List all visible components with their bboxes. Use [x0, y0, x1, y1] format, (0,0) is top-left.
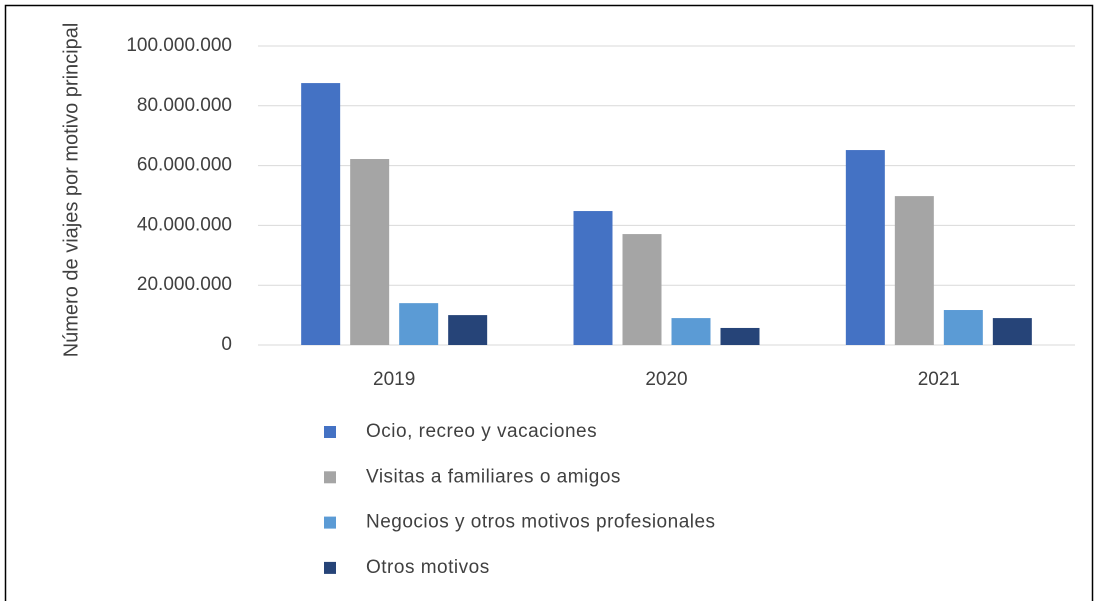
y-axis-label: Número de viajes por motivo principal — [60, 23, 82, 358]
bar — [992, 318, 1032, 345]
bar — [573, 211, 613, 345]
bar — [399, 303, 439, 345]
bar — [943, 310, 983, 345]
y-tick-label: 80.000.000 — [137, 95, 232, 116]
x-tick-label: 2019 — [373, 369, 415, 390]
y-tick-label: 100.000.000 — [126, 35, 232, 56]
legend-swatch — [324, 426, 336, 438]
y-tick-label: 40.000.000 — [137, 214, 232, 235]
y-tick-label: 0 — [221, 334, 232, 355]
bar — [671, 318, 711, 345]
bar — [845, 150, 885, 345]
x-tick-label: 2020 — [645, 369, 687, 390]
x-tick-label: 2021 — [918, 369, 960, 390]
bar — [894, 196, 934, 345]
legend-label: Otros motivos — [366, 557, 490, 578]
frame — [4, 4, 1094, 601]
bar — [622, 234, 662, 345]
legend-swatch — [324, 516, 336, 529]
legend-swatch — [324, 471, 336, 484]
bar — [350, 159, 390, 345]
legend-label: Visitas a familiares o amigos — [366, 466, 621, 487]
bar — [301, 83, 341, 346]
bar — [448, 315, 488, 345]
legend-swatch — [324, 561, 336, 574]
y-tick-label: 20.000.000 — [137, 274, 232, 295]
y-tick-label: 60.000.000 — [137, 155, 232, 176]
legend-label: Negocios y otros motivos profesionales — [366, 512, 716, 533]
bar — [720, 327, 760, 345]
legend-label: Ocio, recreo y vacaciones — [366, 421, 597, 442]
